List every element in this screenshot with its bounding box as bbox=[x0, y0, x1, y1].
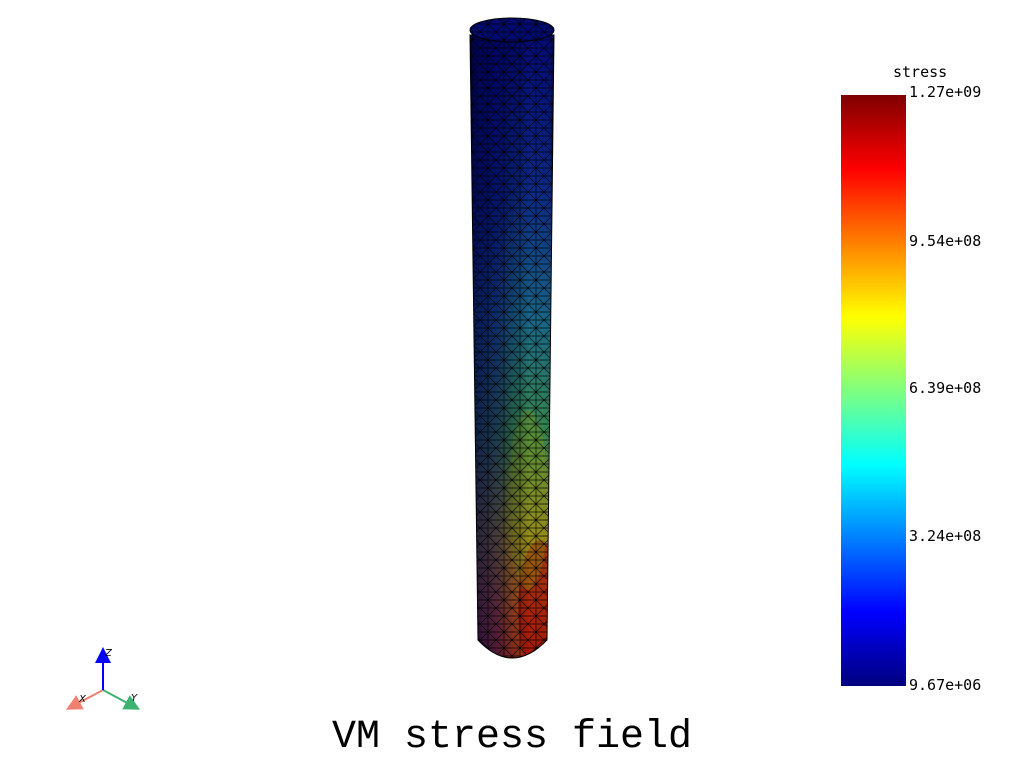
y-axis-label: Y bbox=[131, 693, 138, 704]
plot-title: VM stress field bbox=[331, 715, 693, 760]
colorbar-tick-label: 9.54e+08 bbox=[909, 232, 982, 250]
colorbar-tick-label: 6.39e+08 bbox=[909, 379, 982, 397]
cylinder-mesh[interactable] bbox=[465, 17, 562, 680]
colorbar-tick-label: 3.24e+08 bbox=[909, 527, 982, 545]
colorbar-gradient bbox=[841, 95, 906, 686]
x-axis-label: X bbox=[78, 694, 87, 705]
y-axis-arrow bbox=[102, 689, 141, 710]
x-axis-arrow bbox=[65, 689, 104, 710]
orientation-axes: X Y Z bbox=[65, 647, 141, 710]
colorbar-title: stress bbox=[893, 63, 948, 81]
colorbar-tick-label: 9.67e+06 bbox=[909, 676, 982, 694]
colorbar bbox=[841, 95, 906, 686]
colorbar-tick-label: 1.27e+09 bbox=[909, 83, 982, 101]
z-axis-label: Z bbox=[104, 648, 113, 659]
